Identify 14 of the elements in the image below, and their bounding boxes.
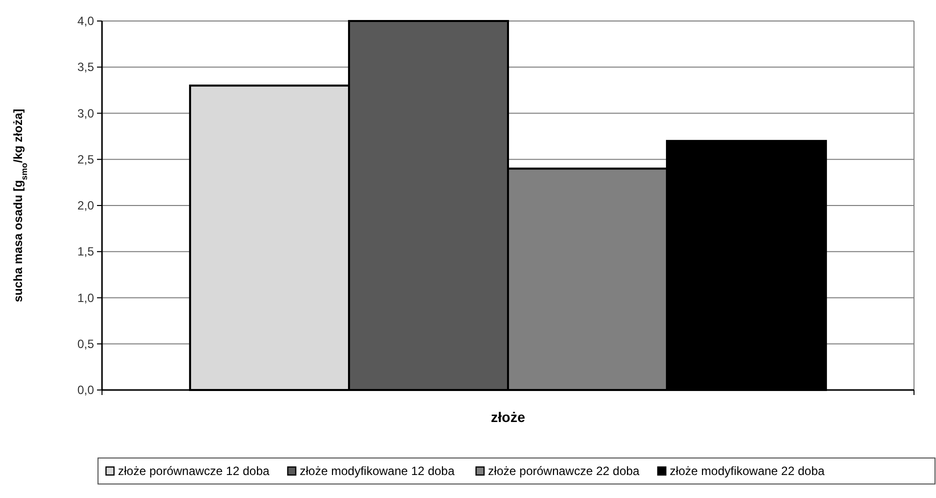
y-tick-label: 0,0 [77, 383, 94, 397]
y-tick-label: 1,5 [77, 244, 94, 259]
y-tick-label: 3,5 [77, 60, 94, 74]
y-tick-label: 0,5 [77, 336, 94, 351]
y-tick-label: 2,5 [77, 152, 94, 166]
legend-label: złoże porównawcze 22 doba [488, 464, 640, 478]
y-tick-label: 1,0 [77, 290, 94, 305]
x-axis-title: złoże [490, 409, 526, 425]
legend-label: złoże modyfikowane 22 doba [670, 464, 825, 478]
legend-label: złoże porównawcze 12 doba [118, 464, 270, 478]
y-tick-label: 4,0 [77, 14, 94, 28]
legend-label: złoże modyfikowane 12 doba [300, 464, 455, 478]
y-tick-label: 2,0 [77, 198, 94, 212]
y-tick-label: 3,0 [77, 106, 94, 120]
